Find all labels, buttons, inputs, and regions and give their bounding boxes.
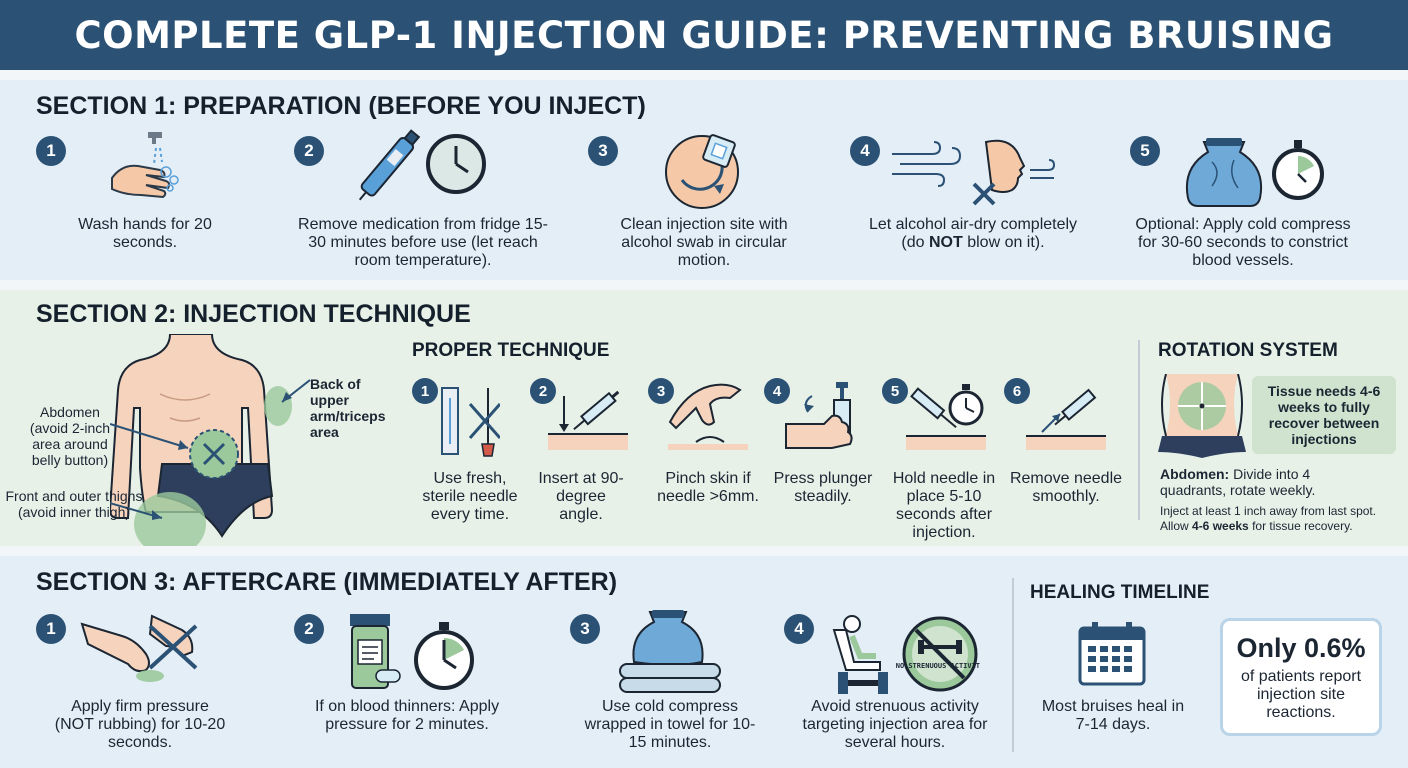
- syringe-angle-icon: [548, 390, 628, 450]
- step-number: 2: [530, 378, 556, 404]
- tissue-recovery-box: Tissue needs 4-6 weeks to fully recover …: [1252, 376, 1396, 454]
- step-text: Optional: Apply cold compress for 30-60 …: [1135, 216, 1351, 269]
- ice-pack-towel-icon: [619, 610, 721, 693]
- step-number: 4: [850, 136, 880, 166]
- healing-title: HEALING TIMELINE: [1030, 582, 1210, 603]
- no-strenuous-sign: NO STRENUOUS ACTIVITY: [896, 662, 980, 670]
- step-number: 4: [764, 378, 790, 404]
- step-number: 4: [784, 614, 814, 644]
- step-text: Let alcohol air-dry completely (do NOT b…: [868, 216, 1078, 251]
- abdomen-quadrant-icon: [1158, 374, 1246, 458]
- step-text: Use cold compress wrapped in towel for 1…: [584, 698, 756, 751]
- step-number: 2: [294, 614, 324, 644]
- step-number: 1: [36, 136, 66, 166]
- body-diagram-icon: [110, 334, 311, 546]
- thigh-label: Front and outer thighs (avoid inner thigh…: [5, 488, 143, 520]
- step-text: Apply firm pressure (NOT rubbing) for 10…: [54, 698, 226, 751]
- section2-title: SECTION 2: INJECTION TECHNIQUE: [36, 300, 471, 328]
- rotation-note: Inject at least 1 inch away from last sp…: [1160, 504, 1377, 533]
- arm-label: Back of upper arm/triceps area: [310, 376, 386, 440]
- step-text: Pinch skin if needle >6mm.: [657, 470, 759, 505]
- step-text: Insert at 90-degree angle.: [538, 470, 624, 523]
- syringe-stopwatch-icon: [906, 384, 986, 450]
- abdomen-label: Abdomen (avoid 2-inch area around belly b…: [29, 404, 111, 468]
- step-text: Remove medication from fridge 15-30 minu…: [298, 216, 548, 269]
- pen-clock-icon: [358, 129, 486, 201]
- step-number: 1: [36, 614, 66, 644]
- step-text: Wash hands for 20 seconds.: [78, 216, 212, 251]
- section1-title: SECTION 1: PREPARATION (BEFORE YOU INJEC…: [36, 92, 646, 120]
- ice-pack-timer-icon: [1186, 138, 1324, 207]
- section3-title: SECTION 3: AFTERCARE (IMMEDIATELY AFTER): [36, 568, 618, 596]
- step-number: 5: [1130, 136, 1160, 166]
- step-number: 3: [570, 614, 600, 644]
- section-aftercare: SECTION 3: AFTERCARE (IMMEDIATELY AFTER)…: [0, 556, 1408, 768]
- remove-needle-icon: [1026, 388, 1106, 450]
- divider: [1012, 578, 1014, 752]
- page-title: COMPLETE GLP-1 INJECTION GUIDE: PREVENTI…: [74, 13, 1334, 57]
- abdomen-rotation-text: Abdomen: Divide into 4 quadrants, rotate…: [1160, 466, 1316, 498]
- rotation-title: ROTATION SYSTEM: [1158, 340, 1338, 361]
- stat-text: of patients report injection site reacti…: [1240, 668, 1362, 721]
- divider: [1138, 340, 1140, 520]
- section-injection-technique: SECTION 2: INJECTION TECHNIQUE Abdomen (a…: [0, 290, 1408, 546]
- step-text: If on blood thinners: Apply pressure for…: [314, 698, 500, 733]
- stat-value: Only 0.6%: [1236, 633, 1366, 663]
- stat-card: Only 0.6% of patients report injection s…: [1220, 618, 1382, 736]
- calendar-icon: [1078, 622, 1146, 686]
- no-exercise-icon: NO STRENUOUS ACTIVITY: [832, 615, 980, 694]
- section-preparation: SECTION 1: PREPARATION (BEFORE YOU INJEC…: [0, 80, 1408, 280]
- step-number: 3: [588, 136, 618, 166]
- press-plunger-icon: [785, 382, 853, 449]
- alcohol-swab-icon: [665, 134, 739, 209]
- step-number: 6: [1004, 378, 1030, 404]
- hand-wash-icon: [111, 132, 179, 199]
- pinch-skin-icon: [668, 383, 748, 450]
- step-text: Use fresh, sterile needle every time.: [422, 470, 518, 523]
- no-blow-icon: [892, 139, 1056, 206]
- title-banner: COMPLETE GLP-1 INJECTION GUIDE: PREVENTI…: [0, 0, 1408, 70]
- step-text: Press plunger steadily.: [773, 470, 873, 505]
- step-text: Clean injection site with alcohol swab i…: [620, 216, 788, 269]
- step-number: 2: [294, 136, 324, 166]
- step-text: Remove needle smoothly.: [1009, 470, 1123, 505]
- step-text: Hold needle in place 5-10 seconds after …: [892, 470, 996, 541]
- proper-technique-title: PROPER TECHNIQUE: [412, 340, 610, 361]
- step-number: 1: [412, 378, 438, 404]
- step-number: 5: [882, 378, 908, 404]
- pill-bottle-stopwatch-icon: [350, 614, 474, 690]
- press-no-rub-icon: [80, 614, 198, 682]
- step-number: 3: [648, 378, 674, 404]
- step-text: Avoid strenuous activity targeting injec…: [802, 698, 988, 751]
- healing-text: Most bruises heal in 7-14 days.: [1041, 698, 1185, 733]
- sterile-needle-icon: [441, 387, 500, 457]
